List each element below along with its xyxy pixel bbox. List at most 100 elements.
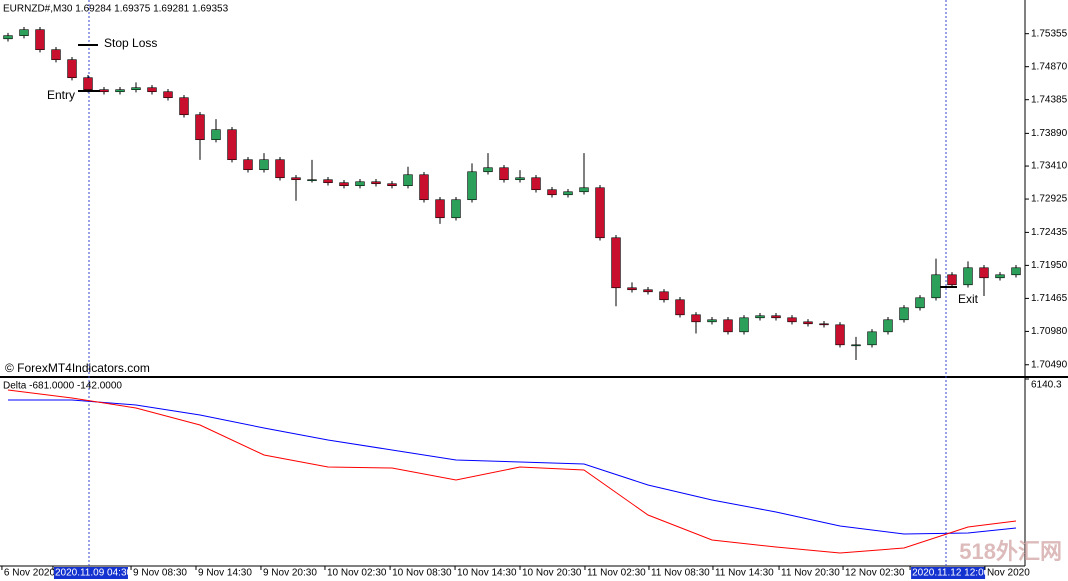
- y-tick-label: 1.70490: [1031, 359, 1068, 370]
- candle-body: [739, 317, 749, 333]
- y-tick-label: 1.74385: [1031, 94, 1068, 105]
- x-tick-label: 10 Nov 08:30: [392, 568, 452, 579]
- candle-body: [563, 191, 573, 196]
- y-tick-label: 1.72435: [1031, 227, 1068, 238]
- candle-body: [291, 177, 301, 181]
- candle-body: [355, 181, 365, 187]
- candle-body: [531, 177, 541, 191]
- candle-body: [931, 274, 941, 299]
- indicator-title: Delta -681.0000 -142.0000: [3, 381, 122, 392]
- y-tick-label: 1.71950: [1031, 260, 1068, 271]
- candle-body: [163, 91, 173, 99]
- candle-body: [275, 159, 285, 179]
- x-tick-label: 2020.11.12 12:00: [912, 568, 990, 579]
- candle-body: [51, 49, 61, 60]
- candle-body: [499, 167, 509, 181]
- candle-body: [995, 274, 1005, 279]
- candle-body: [867, 331, 877, 346]
- candle-body: [627, 287, 637, 291]
- copyright: © ForexMT4Indicators.com: [5, 361, 150, 375]
- candle-body: [947, 274, 957, 286]
- x-tick-highlight: [911, 567, 986, 579]
- candle-body: [339, 182, 349, 187]
- indicator-line: [7, 389, 1017, 554]
- x-tick-label: 11 Nov 02:30: [587, 568, 646, 579]
- candle-body: [419, 174, 429, 201]
- candle-body: [179, 97, 189, 116]
- y-tick-label: 6140.3: [1031, 380, 1062, 391]
- x-tick-label: 10 Nov 20:30: [522, 568, 582, 579]
- candle-body: [707, 319, 717, 323]
- candle-body: [227, 129, 237, 161]
- x-tick-label: 6 Nov 2020: [4, 568, 56, 579]
- candle-body: [99, 89, 109, 93]
- candle-body: [483, 167, 493, 173]
- exit-label: Exit: [958, 292, 979, 306]
- x-tick-label: 11 Nov 20:30: [781, 568, 840, 579]
- entry-label: Entry: [47, 88, 75, 102]
- candle-body: [787, 317, 797, 323]
- candle-body: [835, 324, 845, 346]
- candle-body: [67, 59, 77, 79]
- x-tick-label: 2020.11.09 04:30: [55, 568, 133, 579]
- candle-body: [963, 267, 973, 286]
- x-tick-label: 11 Nov 08:30: [651, 568, 710, 579]
- candle-body: [979, 267, 989, 279]
- y-tick-label: 1.70980: [1031, 326, 1068, 337]
- candle-body: [515, 177, 525, 181]
- x-tick-label: 11 Nov 14:30: [715, 568, 774, 579]
- candle-body: [579, 187, 589, 193]
- candle-body: [755, 315, 765, 319]
- candle-body: [323, 179, 333, 184]
- candle-body: [915, 297, 925, 309]
- candle-body: [147, 87, 157, 93]
- x-tick-label: 9 Nov 14:30: [198, 568, 252, 579]
- candle-body: [115, 89, 125, 93]
- candle-body: [723, 319, 733, 333]
- x-tick-label: 9 Nov 20:30: [263, 568, 317, 579]
- y-tick-label: 1.73890: [1031, 128, 1068, 139]
- candle-body: [451, 199, 461, 219]
- candle-body: [3, 35, 13, 40]
- candle-body: [851, 344, 861, 347]
- candle-body: [1011, 267, 1021, 276]
- candle-body: [35, 29, 45, 50]
- candle-body: [307, 179, 317, 182]
- candle-body: [611, 237, 621, 289]
- candle-body: [243, 159, 253, 171]
- y-tick-label: 1.75355: [1031, 28, 1068, 39]
- candle-body: [771, 315, 781, 319]
- candle-body: [83, 77, 93, 90]
- candle-body: [819, 323, 829, 326]
- candle-body: [387, 183, 397, 187]
- x-tick-label: 9 Nov 08:30: [133, 568, 187, 579]
- candle-body: [675, 299, 685, 316]
- candle-body: [259, 159, 269, 171]
- x-tick-label: 10 Nov 14:30: [457, 568, 517, 579]
- y-tick-label: 1.74870: [1031, 61, 1068, 72]
- y-tick-label: 1.72925: [1031, 194, 1068, 205]
- y-tick-label: 1.73410: [1031, 161, 1068, 172]
- candle-body: [643, 289, 653, 293]
- watermark: 518外汇网: [959, 539, 1062, 564]
- candle-body: [547, 189, 557, 196]
- candle-body: [691, 314, 701, 323]
- x-tick-label: 10 Nov 02:30: [327, 568, 387, 579]
- candle-body: [803, 321, 813, 325]
- x-tick-highlight: [53, 567, 128, 579]
- indicator-line: [8, 399, 1017, 535]
- candle-body: [211, 129, 221, 141]
- candle-body: [403, 174, 413, 187]
- candle-body: [467, 171, 477, 201]
- candle-body: [131, 87, 141, 90]
- stop-loss-label: Stop Loss: [104, 36, 157, 50]
- candle-body: [659, 291, 669, 301]
- x-tick-label: 12 Nov 02:30: [845, 568, 905, 579]
- candle-body: [883, 319, 893, 333]
- candle-body: [435, 199, 445, 219]
- candle-body: [371, 181, 381, 185]
- candle-body: [19, 29, 29, 36]
- candle-body: [595, 187, 605, 239]
